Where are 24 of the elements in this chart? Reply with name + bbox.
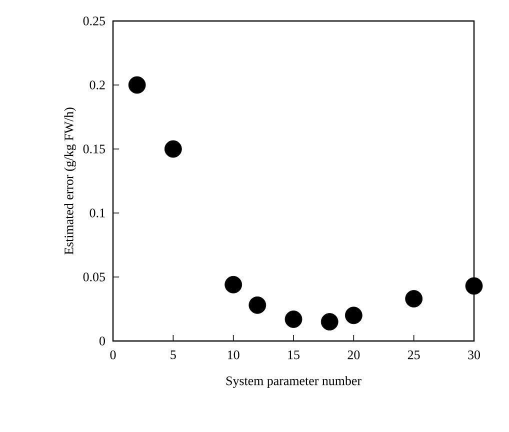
point <box>320 313 338 330</box>
point <box>284 310 302 328</box>
point <box>248 296 266 314</box>
x-tick-label: 30 <box>468 350 480 360</box>
point <box>128 76 146 94</box>
x-tick-label: 0 <box>110 350 116 360</box>
x-axis-title: System parameter number <box>226 376 362 388</box>
x-tick-label: 10 <box>228 350 240 360</box>
point <box>344 306 362 324</box>
x-tick-label: 15 <box>288 350 300 360</box>
y-tick-label: 0.1 <box>90 208 105 218</box>
x-tick-label: 20 <box>348 350 360 360</box>
y-axis-title: Estimated error (g/kg FW/h) <box>64 108 76 255</box>
x-tick-label: 25 <box>408 350 420 360</box>
point <box>405 290 423 308</box>
x-tick-label: 5 <box>170 350 176 360</box>
y-tick-label: 0.2 <box>90 80 105 90</box>
point <box>164 140 182 158</box>
y-tick-label: 0.05 <box>83 272 105 282</box>
point <box>224 276 242 294</box>
y-tick-label: 0 <box>100 336 105 346</box>
y-tick-label: 0.15 <box>83 144 105 154</box>
y-tick-label: 0.25 <box>83 16 105 26</box>
point <box>465 277 483 295</box>
